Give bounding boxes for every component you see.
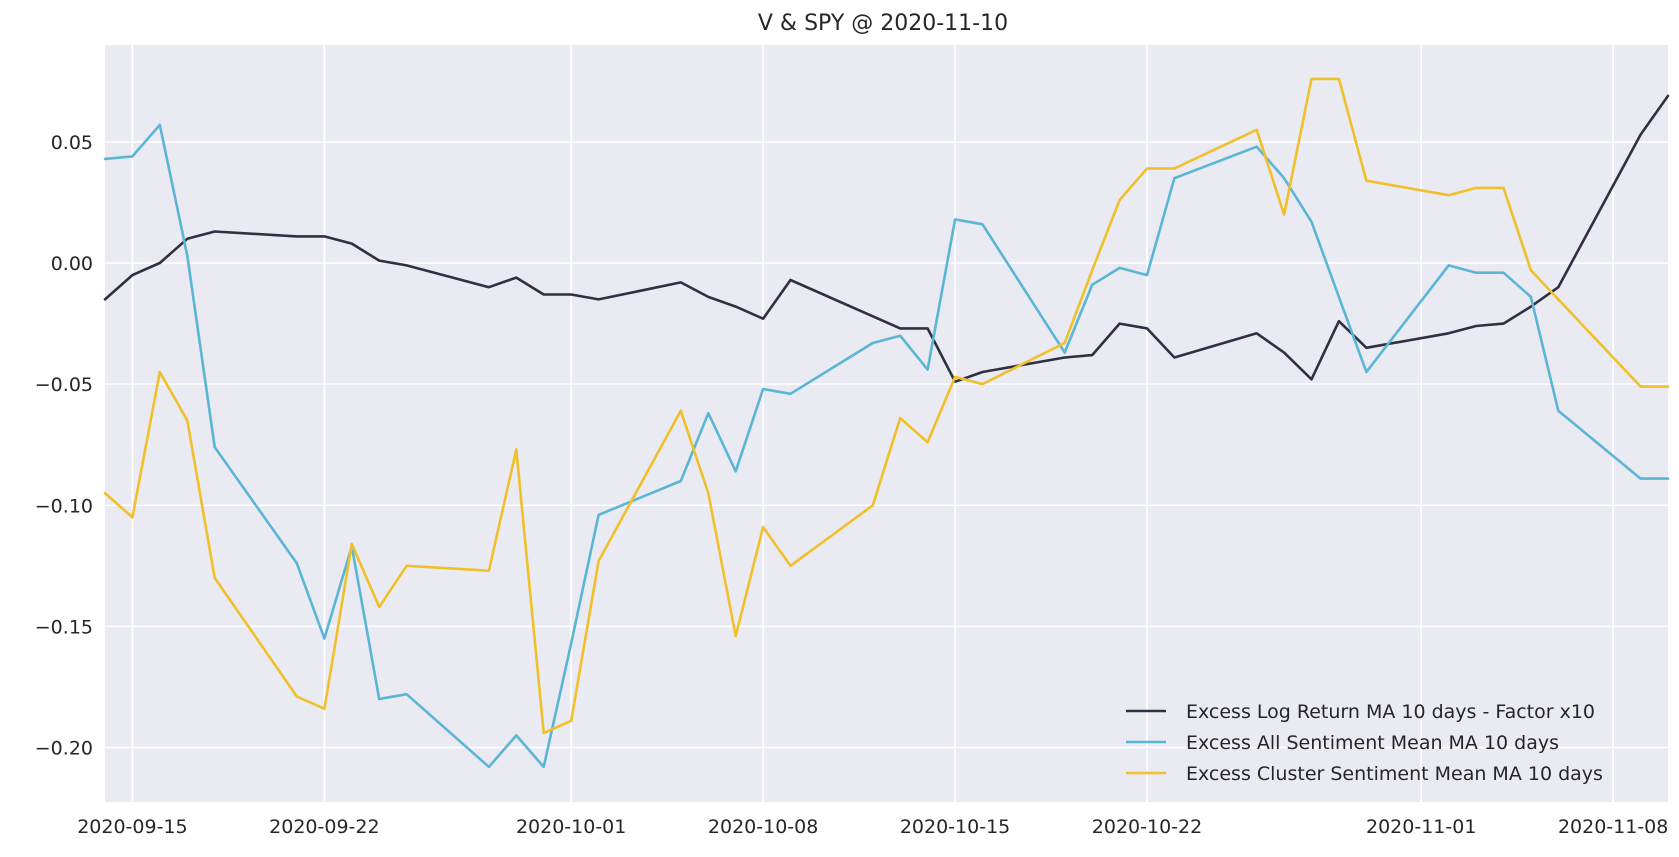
x-tick-label: 2020-10-08 [708, 816, 818, 838]
series-lines [103, 77, 1670, 769]
x-tick-label: 2020-10-01 [516, 816, 626, 838]
y-tick-label: −0.15 [35, 616, 93, 638]
x-tick-label: 2020-09-15 [77, 816, 187, 838]
x-tick-label: 2020-11-08 [1558, 816, 1668, 838]
legend: Excess Log Return MA 10 days - Factor x1… [1126, 701, 1603, 785]
series-line-1 [103, 94, 1670, 384]
chart-title: V & SPY @ 2020-11-10 [758, 11, 1008, 36]
y-tick-label: 0.00 [51, 253, 93, 275]
grid [105, 45, 1668, 802]
x-tick-label: 2020-10-22 [1092, 816, 1202, 838]
y-tick-label: −0.05 [35, 374, 93, 396]
legend-label: Excess Cluster Sentiment Mean MA 10 days [1186, 763, 1603, 785]
x-tick-label: 2020-11-01 [1366, 816, 1476, 838]
x-tick-label: 2020-09-22 [269, 816, 379, 838]
series-line-3 [103, 77, 1670, 735]
y-tick-label: −0.10 [35, 495, 93, 517]
y-tick-label: 0.05 [51, 132, 93, 154]
x-tick-label: 2020-10-15 [900, 816, 1010, 838]
legend-label: Excess Log Return MA 10 days - Factor x1… [1186, 701, 1595, 723]
plot-area [105, 45, 1668, 802]
legend-label: Excess All Sentiment Mean MA 10 days [1186, 732, 1559, 754]
y-tick-label: −0.20 [35, 737, 93, 759]
axis-ticks: 2020-09-15 2020-09-22 2020-10-01 2020-10-08… [35, 132, 1669, 838]
series-line-2 [103, 123, 1670, 769]
